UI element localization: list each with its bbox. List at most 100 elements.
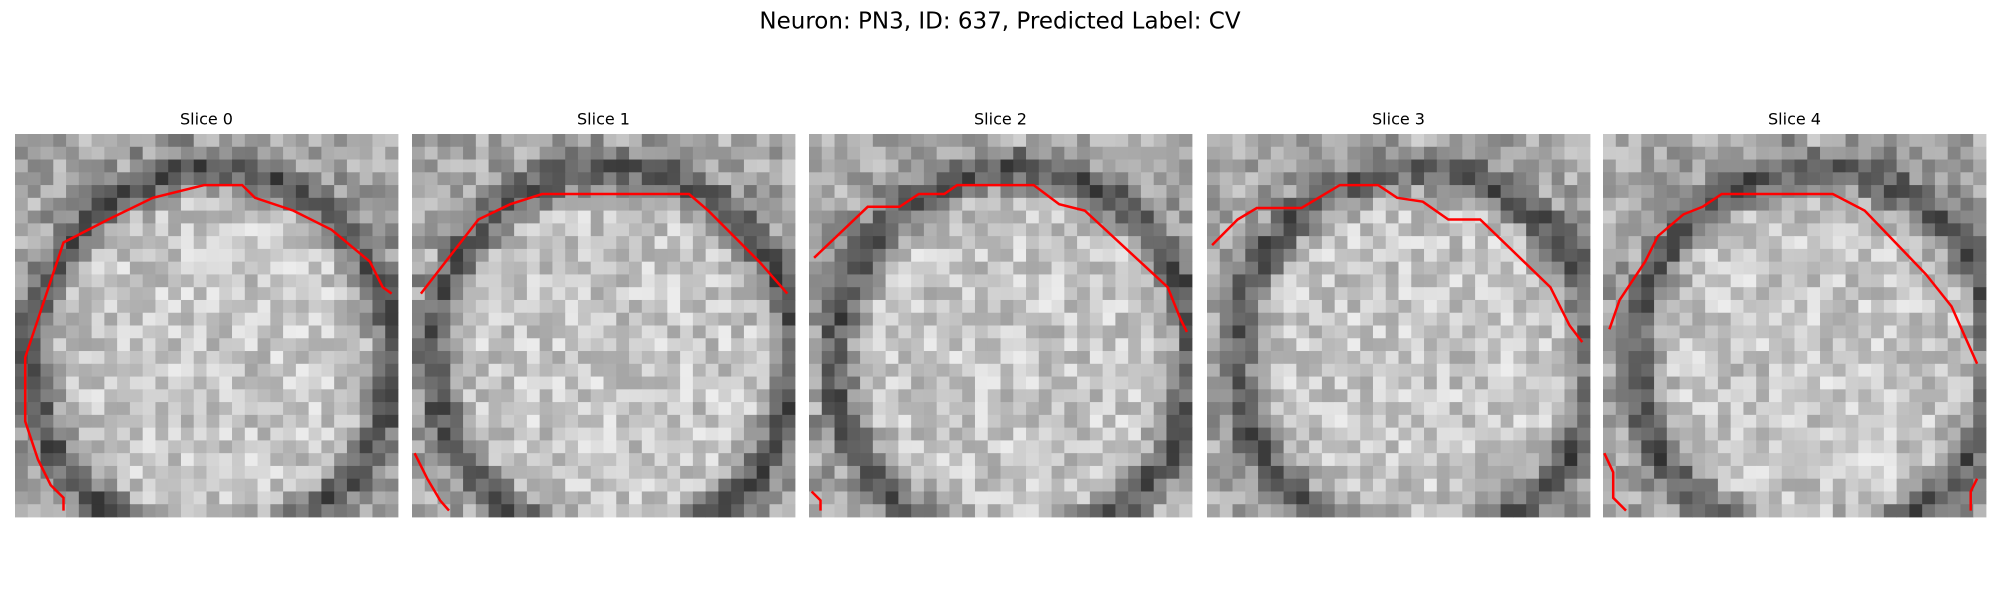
pixel [78, 236, 92, 250]
pixel [180, 274, 195, 288]
pixel [1487, 504, 1502, 518]
pixel [206, 351, 220, 365]
pixel [1207, 287, 1221, 301]
pixel [168, 299, 182, 314]
pixel [1283, 414, 1297, 429]
pixel [1538, 376, 1553, 390]
pixel [155, 389, 169, 403]
pixel [629, 325, 643, 339]
pixel [206, 491, 220, 505]
pixel [1641, 287, 1655, 301]
pixel [488, 440, 502, 454]
pixel [1179, 440, 1193, 454]
pixel [1947, 172, 1961, 186]
pixel [821, 414, 835, 429]
pixel [898, 351, 912, 365]
pixel [834, 504, 848, 518]
pixel [923, 389, 938, 403]
pixel [1245, 440, 1259, 454]
pixel [1309, 312, 1323, 326]
pixel [526, 453, 541, 467]
pixel [463, 325, 477, 339]
pixel [552, 185, 566, 199]
pixel [1424, 223, 1438, 237]
pixel [1730, 172, 1744, 186]
pixel [1153, 210, 1167, 224]
pixel [1347, 440, 1361, 454]
pixel [667, 197, 681, 211]
pixel [1679, 389, 1693, 403]
pixel [885, 248, 899, 263]
pixel [1487, 478, 1502, 492]
pixel [1615, 185, 1629, 199]
pixel [514, 453, 528, 467]
pixel [860, 248, 874, 263]
pixel [1628, 376, 1642, 390]
pixel [1013, 185, 1027, 199]
pixel [1705, 440, 1719, 454]
pixel [1705, 134, 1719, 148]
pixel [129, 402, 144, 416]
pixel [769, 299, 783, 314]
pixel [1475, 338, 1489, 352]
pixel [1038, 491, 1052, 505]
pixel [705, 274, 719, 288]
pixel [962, 134, 976, 148]
pixel [1960, 261, 1974, 275]
pixel [629, 402, 643, 416]
pixel [244, 210, 258, 224]
pixel [1462, 312, 1476, 326]
pixel [1513, 478, 1527, 492]
pixel [501, 440, 515, 454]
pixel [27, 248, 41, 263]
pixel [629, 236, 643, 250]
pixel [1360, 236, 1374, 250]
pixel [155, 287, 169, 301]
pixel [743, 185, 758, 199]
pixel [1000, 134, 1014, 148]
pixel [872, 440, 886, 454]
pixel [539, 185, 553, 199]
pixel [1153, 236, 1167, 250]
pixel [872, 325, 886, 339]
pixel [1871, 338, 1885, 352]
pixel [769, 312, 783, 326]
pixel [1219, 427, 1233, 441]
pixel [1270, 261, 1284, 275]
pixel [743, 491, 758, 505]
pixel [1051, 312, 1065, 326]
pixel [1883, 491, 1898, 505]
pixel [1026, 172, 1040, 186]
pixel [1832, 402, 1846, 416]
pixel [1360, 491, 1374, 505]
pixel [1934, 248, 1949, 263]
pixel [1628, 389, 1642, 403]
pixel [872, 287, 886, 301]
pixel [385, 363, 399, 377]
pixel [1934, 299, 1949, 314]
pixel [1089, 351, 1104, 365]
pixel [769, 440, 783, 454]
pixel [743, 453, 758, 467]
pixel [129, 465, 144, 480]
pixel [1820, 236, 1834, 250]
pixel [1717, 223, 1732, 237]
pixel [923, 338, 938, 352]
pixel [1462, 172, 1476, 186]
pixel [142, 363, 156, 377]
pixel [1153, 248, 1167, 263]
pixel [1153, 414, 1167, 429]
pixel [321, 236, 335, 250]
pixel [66, 287, 80, 301]
pixel [1026, 478, 1040, 492]
pixel [1871, 414, 1885, 429]
pixel [603, 402, 617, 416]
pixel [1794, 236, 1808, 250]
pixel [1641, 210, 1655, 224]
pixel [283, 351, 297, 365]
pixel [463, 134, 477, 148]
pixel [1768, 491, 1783, 505]
pixel [1232, 146, 1246, 160]
pixel [346, 402, 361, 416]
pixel [359, 338, 373, 352]
